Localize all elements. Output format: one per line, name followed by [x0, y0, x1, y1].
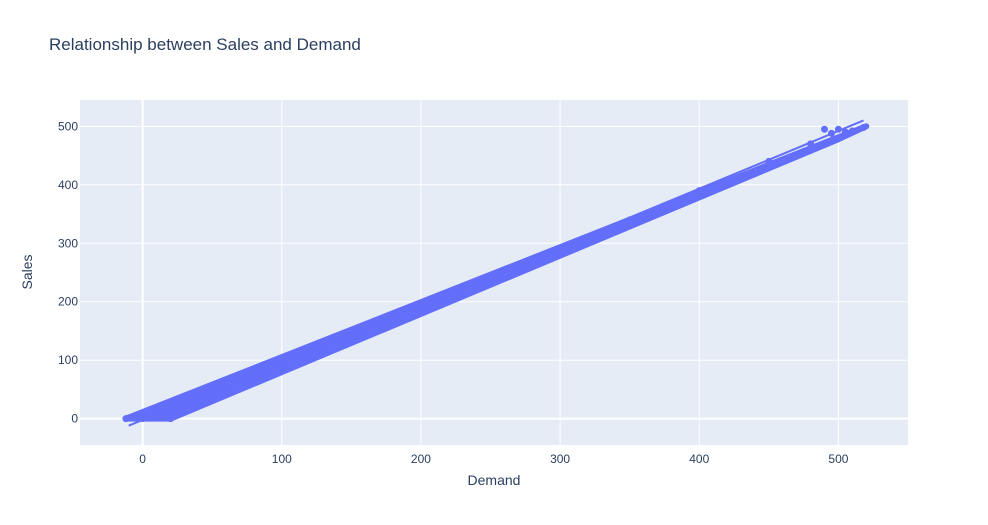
scatter-point: [841, 128, 849, 136]
x-tick-label: 400: [689, 452, 709, 466]
y-tick-label: 400: [58, 178, 78, 192]
scatter-point: [122, 415, 130, 423]
y-axis-title: Sales: [19, 254, 35, 289]
y-tick-labels: 0 100 200 300 400 500: [58, 119, 78, 425]
y-tick-label: 0: [71, 412, 78, 426]
scatter-point: [278, 362, 286, 370]
scatter-point: [859, 123, 867, 131]
chart-title: Relationship between Sales and Demand: [49, 35, 361, 54]
x-tick-label: 500: [828, 452, 848, 466]
trend-line: [128, 119, 864, 427]
y-tick-label: 300: [58, 236, 78, 250]
scatter-point: [347, 333, 355, 341]
x-tick-labels: 0 100 200 300 400 500: [139, 452, 848, 466]
scatter-point: [208, 394, 216, 402]
scatter-point: [848, 127, 856, 135]
y-tick-label: 500: [58, 119, 78, 133]
y-tick-label: 100: [58, 353, 78, 367]
x-axis-title: Demand: [468, 472, 521, 488]
x-tick-label: 0: [139, 452, 146, 466]
x-tick-label: 200: [411, 452, 431, 466]
gridlines: [80, 100, 908, 445]
x-tick-label: 300: [550, 452, 570, 466]
x-tick-label: 100: [272, 452, 292, 466]
data-marks: [122, 119, 870, 427]
y-tick-label: 200: [58, 295, 78, 309]
scatter-point: [821, 125, 829, 133]
scatter-point: [166, 415, 174, 423]
